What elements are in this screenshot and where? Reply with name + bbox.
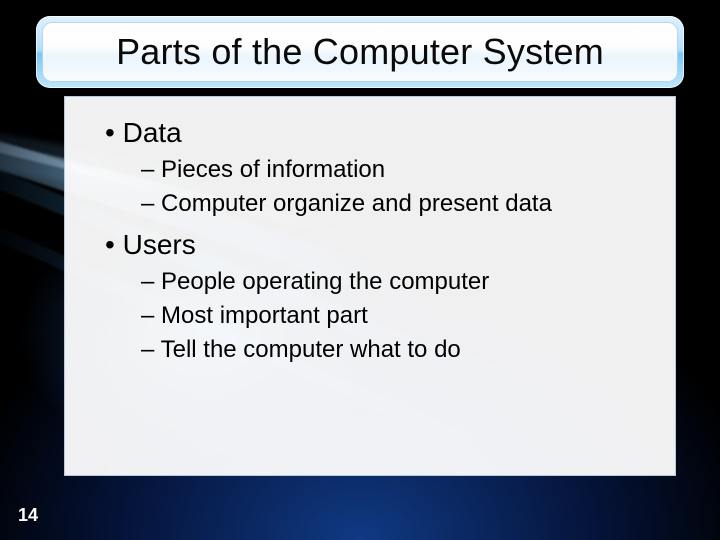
slide-title: Parts of the Computer System [116,31,604,73]
title-bar-inner: Parts of the Computer System [42,22,678,82]
page-number: 14 [18,505,38,526]
title-bar: Parts of the Computer System [36,16,684,88]
bullet-data: Data [105,117,653,149]
subbullet: People operating the computer [141,267,653,297]
subbullet: Computer organize and present data [141,189,653,219]
content-box: Data Pieces of information Computer orga… [64,96,676,476]
slide: Parts of the Computer System Data Pieces… [0,0,720,540]
subbullet: Pieces of information [141,155,653,185]
bullet-users: Users [105,229,653,261]
subbullet: Tell the computer what to do [141,335,653,365]
subbullet: Most important part [141,301,653,331]
